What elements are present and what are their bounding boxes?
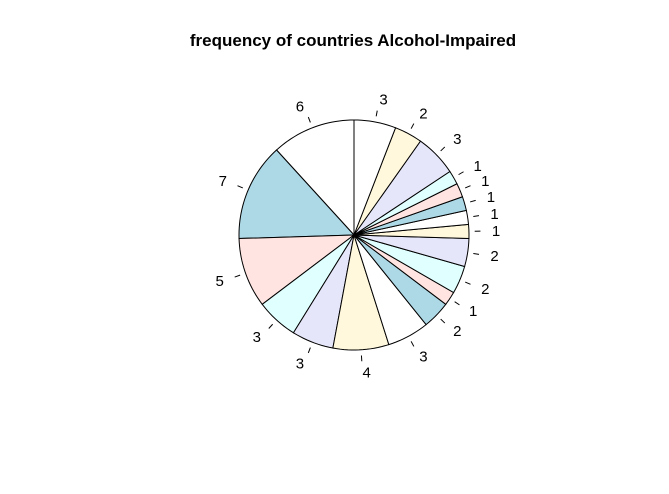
- slice-label: 3: [453, 131, 461, 148]
- label-tick: [235, 275, 240, 277]
- label-tick: [473, 216, 479, 217]
- label-tick: [455, 302, 460, 305]
- slice-label: 1: [492, 223, 500, 240]
- slice-label: 2: [453, 323, 461, 340]
- label-tick: [269, 324, 273, 328]
- label-tick: [376, 111, 377, 117]
- slice-label: 3: [296, 356, 304, 373]
- label-tick: [470, 200, 476, 202]
- slice-label: 3: [253, 329, 261, 346]
- slice-label: 1: [490, 206, 498, 223]
- slice-label: 2: [419, 105, 427, 122]
- pie-slices: [239, 120, 469, 350]
- label-tick: [411, 341, 414, 346]
- slice-label: 4: [363, 365, 371, 382]
- slice-label: 2: [490, 248, 498, 265]
- label-tick: [465, 186, 470, 188]
- slice-label: 3: [419, 349, 427, 366]
- slice-label: 6: [296, 98, 304, 115]
- label-tick: [308, 117, 310, 122]
- slice-label: 1: [469, 303, 477, 320]
- label-tick: [411, 124, 414, 129]
- label-tick: [441, 319, 445, 323]
- label-tick: [441, 147, 445, 151]
- slice-label: 1: [481, 173, 489, 190]
- slice-label: 3: [379, 91, 387, 108]
- slice-label: 2: [481, 281, 489, 298]
- chart-title: frequency of countries Alcohol-Impaired: [190, 31, 516, 50]
- label-tick: [459, 172, 464, 175]
- label-tick: [473, 254, 479, 255]
- slice-label: 7: [219, 173, 227, 190]
- label-tick: [465, 282, 470, 284]
- label-tick: [308, 348, 310, 353]
- label-tick: [238, 186, 243, 188]
- slice-label: 1: [487, 189, 495, 206]
- slice-label: 5: [215, 273, 223, 290]
- slice-label: 1: [474, 158, 482, 175]
